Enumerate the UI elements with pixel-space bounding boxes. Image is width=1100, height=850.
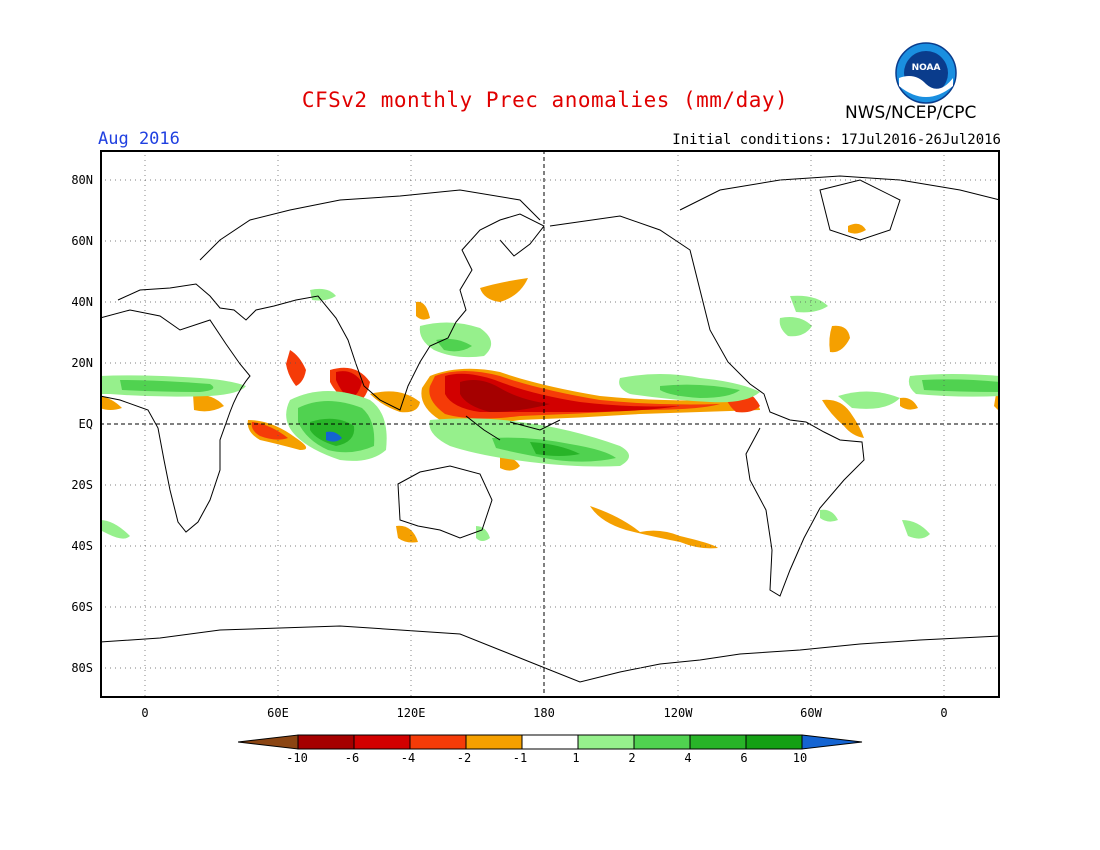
colorbar-arrow-high xyxy=(801,734,863,750)
colorbar-label: -10 xyxy=(286,751,308,765)
map-title: CFSv2 monthly Prec anomalies (mm/day) xyxy=(301,88,789,112)
lon-label-120w: 120W xyxy=(663,706,693,720)
colorbar-cell xyxy=(353,734,411,750)
lat-label-40s: 40S xyxy=(71,539,93,553)
lon-label-120e: 120E xyxy=(396,706,426,720)
colorbar-label: 1 xyxy=(572,751,580,765)
lat-label-20s: 20S xyxy=(71,478,93,492)
anomaly-map xyxy=(100,150,1000,698)
lat-label-eq: EQ xyxy=(78,417,93,431)
colorbar-label: -2 xyxy=(456,751,472,765)
dry-anomalies xyxy=(100,223,1000,549)
colorbar-label: -1 xyxy=(512,751,528,765)
agency-label: NWS/NCEP/CPC xyxy=(845,103,977,123)
valid-month: Aug 2016 xyxy=(98,129,180,149)
colorbar-cell xyxy=(465,734,523,750)
lon-label-180: 180 xyxy=(533,706,555,720)
initial-conditions: Initial conditions: 17Jul2016-26Jul2016 xyxy=(672,132,1001,148)
lon-label-0-right: 0 xyxy=(940,706,948,720)
coastlines xyxy=(100,175,1000,683)
logo-text: NOAA xyxy=(912,63,941,73)
map-frame xyxy=(100,150,1000,698)
lat-label-20n: 20N xyxy=(71,356,93,370)
graticule xyxy=(100,150,1000,698)
lat-label-40n: 40N xyxy=(71,295,93,309)
colorbar-label: 10 xyxy=(792,751,808,765)
colorbar-arrow-low xyxy=(238,734,299,750)
colorbar-cell xyxy=(297,734,355,750)
colorbar-label: 6 xyxy=(740,751,748,765)
lat-label-60s: 60S xyxy=(71,600,93,614)
colorbar-cell xyxy=(409,734,467,750)
colorbar-cell xyxy=(521,734,579,750)
lon-label-60w: 60W xyxy=(800,706,822,720)
wet-anomalies xyxy=(100,288,1000,541)
colorbar-cell xyxy=(577,734,635,750)
noaa-logo-icon: NOAA xyxy=(895,42,957,104)
colorbar-cell xyxy=(745,734,803,750)
lat-label-60n: 60N xyxy=(71,234,93,248)
colorbar-label: -6 xyxy=(344,751,360,765)
colorbar-label: 4 xyxy=(684,751,692,765)
colorbar-cell xyxy=(633,734,691,750)
lon-label-0: 0 xyxy=(141,706,149,720)
lat-label-80n: 80N xyxy=(71,173,93,187)
equator-dateline xyxy=(100,150,1000,698)
lon-label-60e: 60E xyxy=(267,706,289,720)
colorbar-cell xyxy=(689,734,747,750)
colorbar xyxy=(238,734,863,750)
colorbar-label: -4 xyxy=(400,751,416,765)
lat-label-80s: 80S xyxy=(71,661,93,675)
colorbar-label: 2 xyxy=(628,751,636,765)
